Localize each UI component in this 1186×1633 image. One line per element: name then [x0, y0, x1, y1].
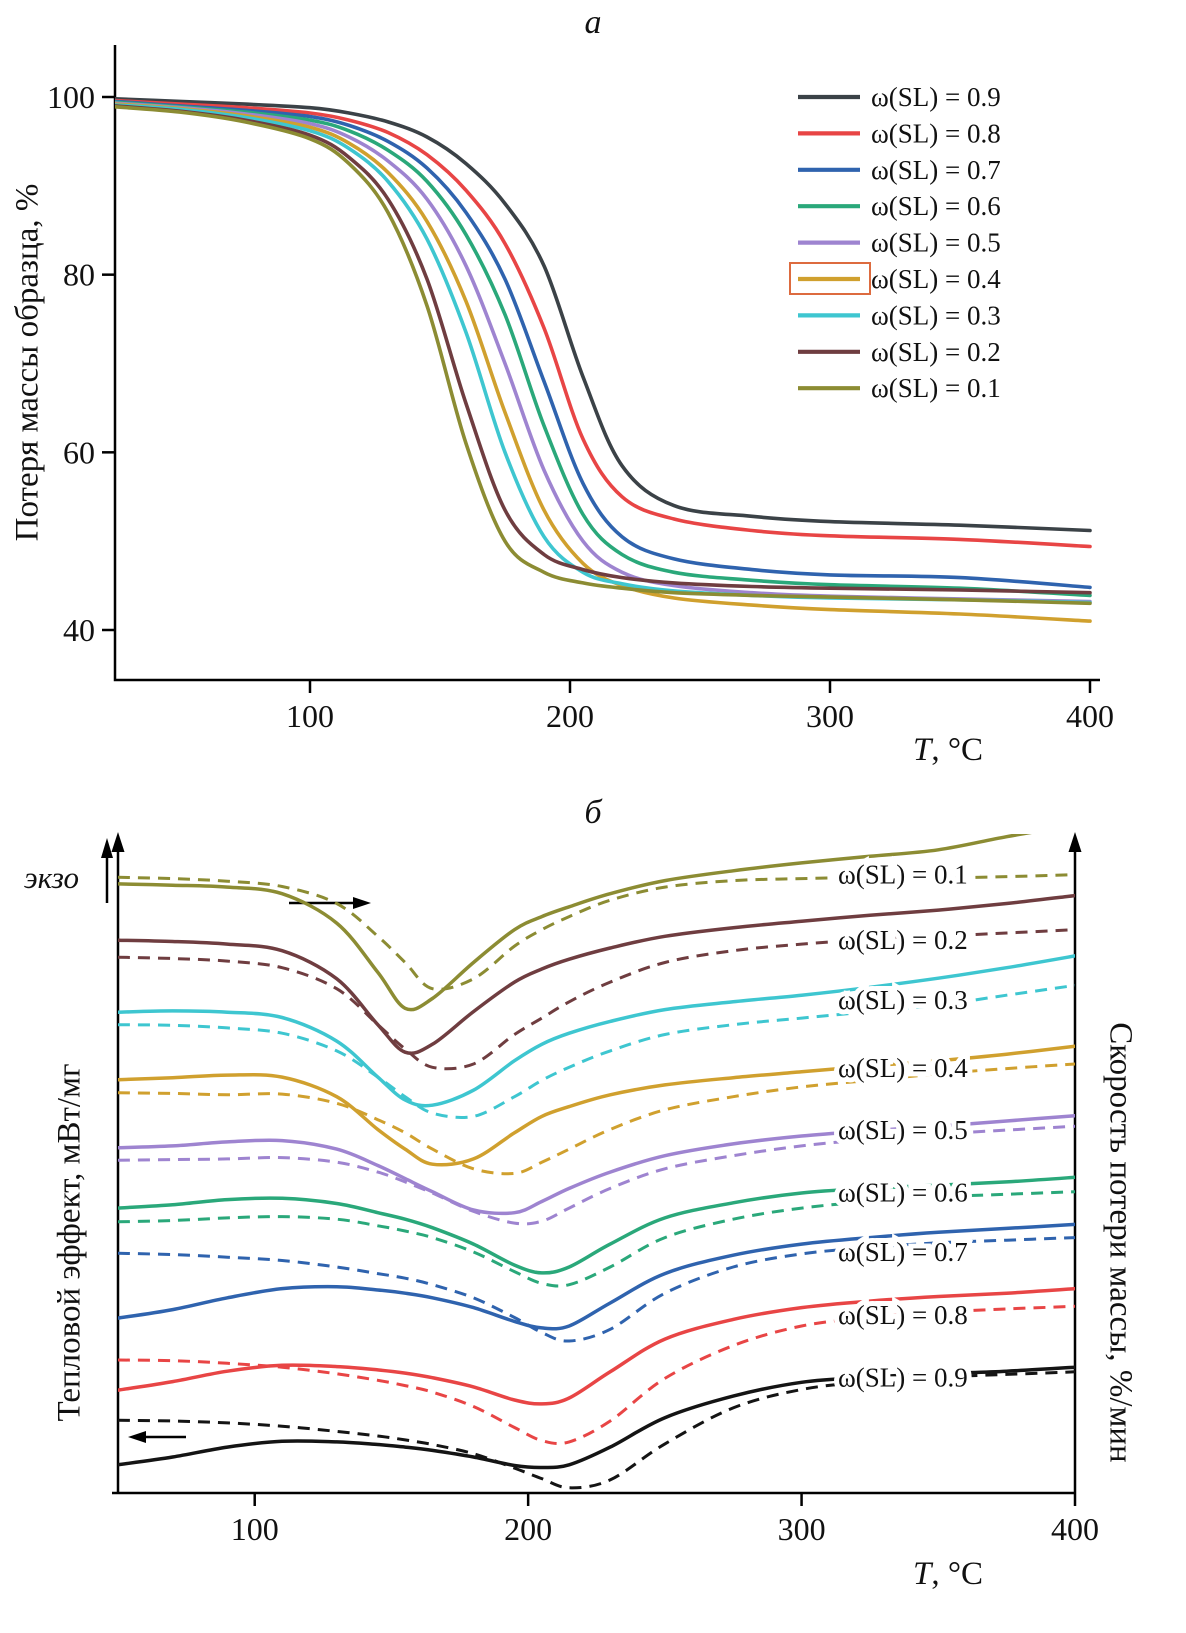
tga-curve-7: [115, 104, 1092, 595]
legend-label: ω(SL) = 0.5: [871, 228, 1001, 258]
dsc-curve-6: [118, 1222, 1075, 1331]
dsc-curve-8: [118, 1365, 1075, 1470]
legend-label: ω(SL) = 0.7: [871, 155, 1001, 185]
series-label: ω(SL) = 0.1: [838, 860, 968, 890]
left-y-axis-arrowhead-icon: [111, 832, 125, 852]
panel-b-curves: [118, 834, 1075, 1490]
y-tick-label: 40: [63, 612, 95, 648]
series-label: ω(SL) = 0.7: [838, 1237, 968, 1267]
legend-label: ω(SL) = 0.2: [871, 337, 1001, 367]
y-tick-label: 80: [63, 257, 95, 293]
dsc-curve-4: [118, 1113, 1075, 1216]
tga-curve-0: [115, 97, 1092, 533]
panel-a-axes: [113, 45, 1100, 682]
series-label: ω(SL) = 0.8: [838, 1300, 968, 1330]
x-tick-label: 400: [1051, 1511, 1099, 1547]
series-label: ω(SL) = 0.4: [838, 1053, 968, 1083]
exo-arrowhead-icon: [101, 838, 113, 858]
legend-label: ω(SL) = 0.3: [871, 300, 1001, 330]
left-direction-arrowhead-icon: [128, 1431, 146, 1443]
x-tick-label: 200: [546, 698, 594, 734]
y-tick-label: 100: [47, 79, 95, 115]
dtg-curve-3: [118, 1062, 1075, 1176]
tga-curve-5: [115, 102, 1092, 623]
dtg-curve-8: [118, 1370, 1075, 1490]
dsc-curve-2: [118, 954, 1075, 1108]
tga-curve-8: [115, 105, 1092, 606]
x-tick-label: 300: [778, 1511, 826, 1547]
series-label: ω(SL) = 0.2: [838, 925, 968, 955]
dtg-curve-4: [118, 1124, 1075, 1226]
dsc-curve-3: [118, 1044, 1075, 1167]
y-tick-label: 60: [63, 434, 95, 470]
dtg-curve-2: [118, 983, 1075, 1119]
legend-label: ω(SL) = 0.1: [871, 373, 1001, 403]
tga-curve-3: [115, 100, 1092, 598]
legend-label: ω(SL) = 0.4: [871, 264, 1001, 294]
tga-chart: 100 200 300 400 40 60 80 100 ω(SL) = 0.9 ω(SL) = …: [47, 45, 1114, 734]
dtg-curve-5: [118, 1190, 1075, 1288]
right-direction-arrowhead-icon: [353, 897, 371, 909]
right-y-axis-arrowhead-icon: [1068, 832, 1082, 852]
legend-label: ω(SL) = 0.8: [871, 118, 1001, 148]
series-label: ω(SL) = 0.3: [838, 985, 968, 1015]
dtg-curve-6: [118, 1236, 1075, 1343]
series-label: ω(SL) = 0.9: [838, 1363, 968, 1393]
dsc-curve-1: [118, 893, 1075, 1056]
x-tick-label: 200: [504, 1511, 552, 1547]
x-tick-label: 100: [286, 698, 334, 734]
dtg-curve-1: [118, 928, 1075, 1071]
legend-label: ω(SL) = 0.6: [871, 191, 1001, 221]
series-label: ω(SL) = 0.5: [838, 1115, 968, 1145]
dsc-curve-0: [118, 834, 1032, 1012]
tga-curve-1: [115, 98, 1092, 549]
x-tick-label: 100: [231, 1511, 279, 1547]
legend-highlight-box: [789, 262, 871, 295]
dsc-dtg-chart: 100 200 300 400 ω(SL) = 0.1 ω(SL) = 0.2 ω(SL) …: [101, 832, 1099, 1547]
dsc-curve-5: [118, 1175, 1075, 1275]
panel-a-curves: [115, 97, 1092, 623]
legend-label: ω(SL) = 0.9: [871, 82, 1001, 112]
x-tick-label: 300: [806, 698, 854, 734]
dsc-curve-7: [118, 1286, 1075, 1406]
tga-curve-2: [115, 99, 1092, 590]
x-tick-label: 400: [1066, 698, 1114, 734]
series-label: ω(SL) = 0.6: [838, 1177, 968, 1207]
